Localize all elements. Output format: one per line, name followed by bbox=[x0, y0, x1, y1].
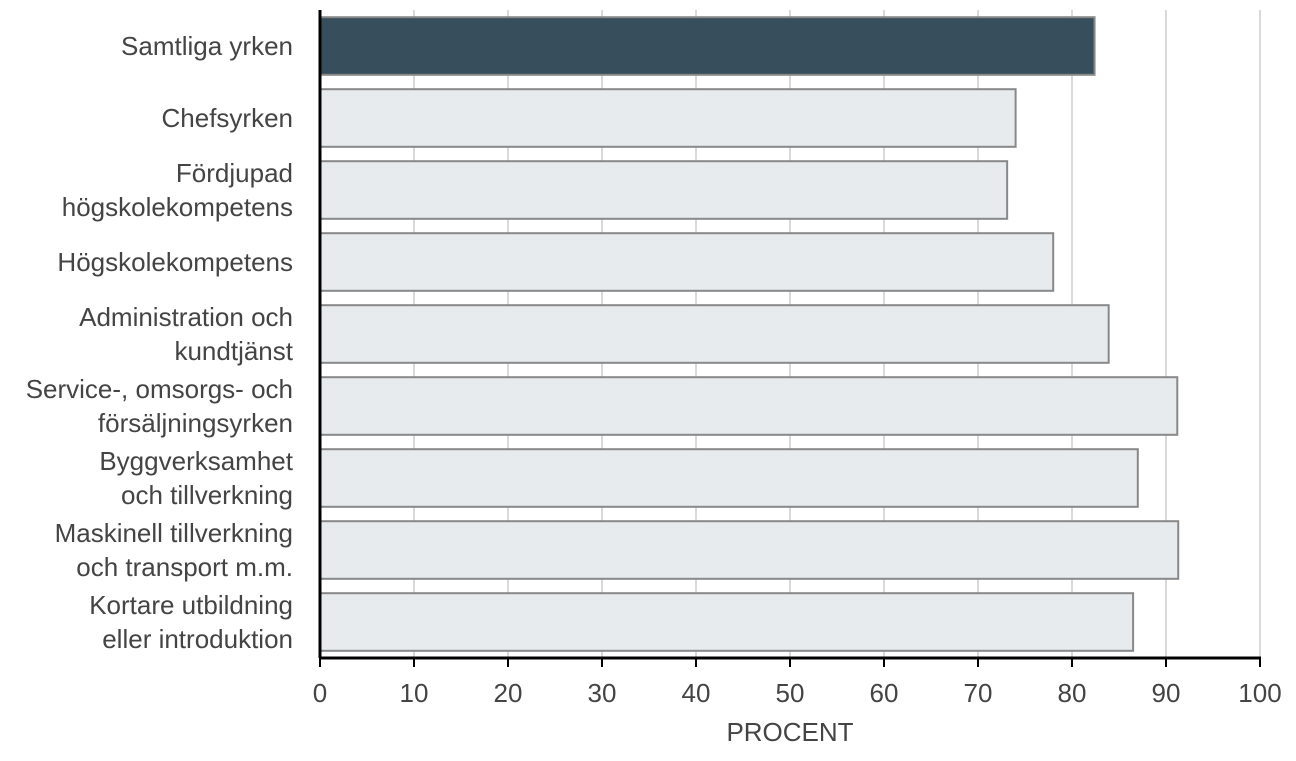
bar bbox=[319, 88, 1017, 148]
x-tick-label: 50 bbox=[776, 678, 805, 708]
bar bbox=[319, 376, 1179, 436]
x-tick-label: 40 bbox=[682, 678, 711, 708]
bar bbox=[319, 16, 1096, 76]
bar bbox=[319, 304, 1110, 364]
y-tick-label: Maskinell tillverkning och transport m.m… bbox=[54, 518, 293, 582]
y-tick-label: Fördjupad högskolekompetens bbox=[61, 158, 293, 222]
bar bbox=[319, 520, 1180, 580]
x-tick-label: 80 bbox=[1058, 678, 1087, 708]
y-tick-label: Administration och kundtjänst bbox=[79, 302, 293, 366]
x-tick-label: 100 bbox=[1238, 678, 1281, 708]
y-tick-label: Chefsyrken bbox=[161, 103, 294, 133]
bar bbox=[319, 448, 1139, 508]
y-tick-label: Kortare utbildning eller introduktion bbox=[89, 590, 293, 654]
y-tick-label: Samtliga yrken bbox=[121, 31, 293, 61]
x-tick-label: 30 bbox=[588, 678, 617, 708]
x-tick-label: 20 bbox=[494, 678, 523, 708]
x-tick-label: 90 bbox=[1152, 678, 1181, 708]
y-tick-label: Byggverksamhet och tillverkning bbox=[99, 446, 293, 510]
bar bbox=[319, 592, 1135, 652]
bar bbox=[319, 232, 1055, 292]
x-tick-label: 0 bbox=[313, 678, 327, 708]
x-tick-label: 10 bbox=[400, 678, 429, 708]
x-axis-title: PROCENT bbox=[726, 717, 853, 747]
y-tick-label: Service-, omsorgs- och försäljningsyrken bbox=[25, 374, 293, 438]
x-tick-label: 70 bbox=[964, 678, 993, 708]
bar bbox=[319, 160, 1009, 220]
y-tick-label: Högskolekompetens bbox=[57, 247, 293, 277]
x-tick-label: 60 bbox=[870, 678, 899, 708]
